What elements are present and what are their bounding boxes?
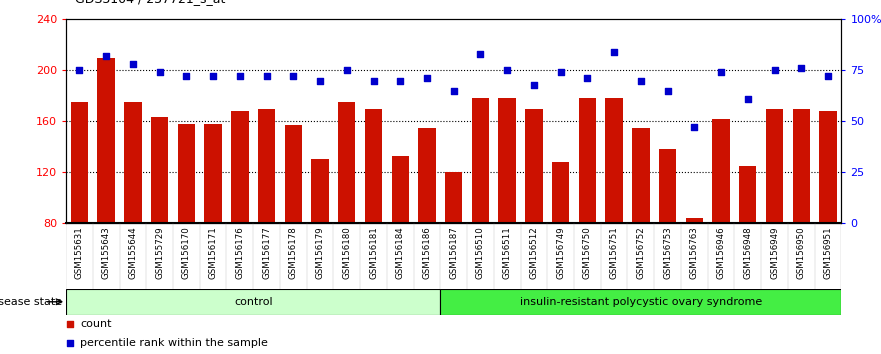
Bar xyxy=(66,289,440,315)
Bar xyxy=(499,98,516,223)
Bar xyxy=(659,149,677,223)
Bar xyxy=(338,102,355,223)
Text: GSM156946: GSM156946 xyxy=(716,226,726,279)
Bar xyxy=(440,289,841,315)
Text: GSM155644: GSM155644 xyxy=(129,226,137,279)
Bar xyxy=(231,111,248,223)
Bar xyxy=(285,125,302,223)
Text: insulin-resistant polycystic ovary syndrome: insulin-resistant polycystic ovary syndr… xyxy=(520,297,762,307)
Point xyxy=(581,76,595,81)
Text: disease state: disease state xyxy=(0,297,62,307)
Bar xyxy=(258,109,275,223)
Text: GSM156177: GSM156177 xyxy=(262,226,271,279)
Text: GSM156512: GSM156512 xyxy=(529,226,538,279)
Text: GDS3104 / 237721_s_at: GDS3104 / 237721_s_at xyxy=(75,0,226,5)
Text: GSM156949: GSM156949 xyxy=(770,226,779,279)
Text: GSM156763: GSM156763 xyxy=(690,226,699,279)
Point xyxy=(180,74,194,79)
Bar xyxy=(178,124,195,223)
Point xyxy=(152,70,167,75)
Point xyxy=(767,68,781,73)
Bar xyxy=(739,166,757,223)
Text: GSM155643: GSM155643 xyxy=(101,226,111,279)
Bar xyxy=(311,159,329,223)
Text: GSM156950: GSM156950 xyxy=(796,226,806,279)
Bar xyxy=(98,58,115,223)
Text: GSM156511: GSM156511 xyxy=(503,226,512,279)
Point xyxy=(206,74,220,79)
Point xyxy=(100,53,114,59)
Text: GSM155631: GSM155631 xyxy=(75,226,84,279)
Text: GSM156181: GSM156181 xyxy=(369,226,378,279)
Bar xyxy=(124,102,142,223)
Text: percentile rank within the sample: percentile rank within the sample xyxy=(80,338,268,348)
Bar xyxy=(151,118,168,223)
Bar xyxy=(793,109,810,223)
Text: GSM156510: GSM156510 xyxy=(476,226,485,279)
Text: GSM156178: GSM156178 xyxy=(289,226,298,279)
Point xyxy=(420,76,434,81)
Bar xyxy=(70,102,88,223)
Point xyxy=(741,96,755,102)
Point xyxy=(63,321,77,327)
Text: GSM156171: GSM156171 xyxy=(209,226,218,279)
Bar xyxy=(391,156,409,223)
Text: GSM155729: GSM155729 xyxy=(155,226,164,279)
Point xyxy=(821,74,835,79)
Point xyxy=(553,70,567,75)
Text: GSM156184: GSM156184 xyxy=(396,226,404,279)
Point xyxy=(473,51,487,57)
Point xyxy=(607,49,621,55)
Point xyxy=(633,78,648,84)
Point xyxy=(794,65,808,71)
Bar xyxy=(633,127,649,223)
Text: GSM156751: GSM156751 xyxy=(610,226,618,279)
Point xyxy=(687,125,701,130)
Point xyxy=(661,88,675,93)
Text: GSM156179: GSM156179 xyxy=(315,226,324,279)
Text: GSM156180: GSM156180 xyxy=(343,226,352,279)
Bar xyxy=(819,111,837,223)
Text: control: control xyxy=(233,297,272,307)
Point xyxy=(313,78,327,84)
Point xyxy=(233,74,247,79)
Point xyxy=(286,74,300,79)
Bar xyxy=(525,109,543,223)
Text: GSM156948: GSM156948 xyxy=(744,226,752,279)
Text: GSM156187: GSM156187 xyxy=(449,226,458,279)
Point xyxy=(714,70,728,75)
Point xyxy=(260,74,274,79)
Bar xyxy=(579,98,596,223)
Text: GSM156170: GSM156170 xyxy=(181,226,191,279)
Point xyxy=(527,82,541,87)
Bar xyxy=(713,119,729,223)
Bar xyxy=(685,218,703,223)
Bar xyxy=(365,109,382,223)
Bar xyxy=(552,162,569,223)
Bar xyxy=(445,172,463,223)
Bar xyxy=(766,109,783,223)
Text: GSM156186: GSM156186 xyxy=(423,226,432,279)
Point xyxy=(340,68,354,73)
Point xyxy=(366,78,381,84)
Point xyxy=(72,68,86,73)
Bar xyxy=(471,98,489,223)
Point xyxy=(393,78,407,84)
Text: GSM156753: GSM156753 xyxy=(663,226,672,279)
Bar xyxy=(204,124,222,223)
Point xyxy=(63,341,77,346)
Text: GSM156951: GSM156951 xyxy=(824,226,833,279)
Bar xyxy=(418,127,436,223)
Text: GSM156750: GSM156750 xyxy=(583,226,592,279)
Point xyxy=(126,62,140,67)
Bar xyxy=(605,98,623,223)
Point xyxy=(500,68,515,73)
Text: GSM156176: GSM156176 xyxy=(235,226,244,279)
Text: GSM156752: GSM156752 xyxy=(636,226,646,279)
Text: GSM156749: GSM156749 xyxy=(556,226,565,279)
Text: count: count xyxy=(80,319,112,329)
Point xyxy=(447,88,461,93)
